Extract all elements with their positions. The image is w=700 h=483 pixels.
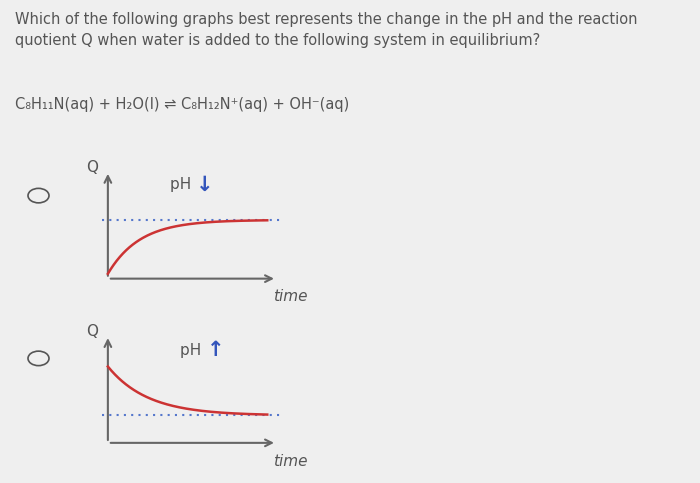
- Text: Q: Q: [86, 160, 98, 175]
- Text: time: time: [274, 454, 308, 469]
- Text: pH: pH: [181, 342, 206, 358]
- Text: ↑: ↑: [206, 340, 224, 360]
- Text: time: time: [274, 289, 308, 304]
- Text: Which of the following graphs best represents the change in the pH and the react: Which of the following graphs best repre…: [15, 12, 638, 48]
- Text: C₈H₁₁N(aq) + H₂O(l) ⇌ C₈H₁₂N⁺(aq) + OH⁻(aq): C₈H₁₁N(aq) + H₂O(l) ⇌ C₈H₁₂N⁺(aq) + OH⁻(…: [15, 97, 349, 112]
- Text: Q: Q: [86, 324, 98, 339]
- Text: ↓: ↓: [196, 174, 214, 195]
- Text: pH: pH: [170, 177, 196, 192]
